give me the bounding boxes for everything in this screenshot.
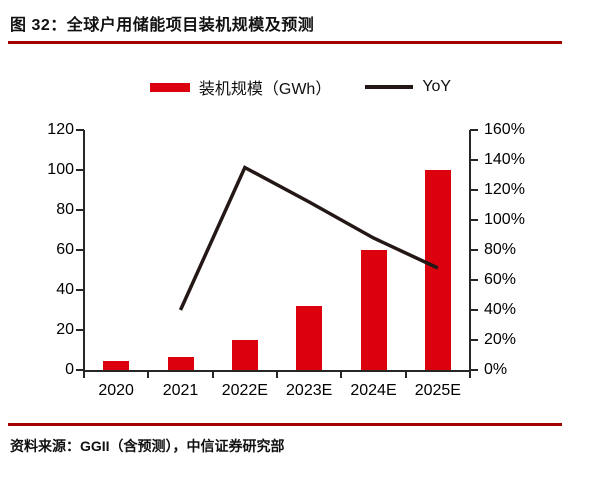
y-axis-right-tick xyxy=(470,129,478,131)
x-axis-label-2025E: 2025E xyxy=(414,382,461,399)
bar-2024E xyxy=(360,250,387,370)
y-axis-right-tick xyxy=(470,369,478,371)
y-axis-left-label: 120 xyxy=(47,121,74,138)
y-axis-left-label: 80 xyxy=(56,201,74,218)
x-axis-tick xyxy=(469,372,471,378)
y-axis-right-label: 20% xyxy=(484,331,517,348)
figure-title: 图 32：全球户用储能项目装机规模及预测 xyxy=(10,17,315,34)
bar-series-swatch-icon xyxy=(149,82,190,92)
y-axis-right-tick xyxy=(470,219,478,221)
y-axis-right-label: 160% xyxy=(484,121,525,138)
bar-2020 xyxy=(103,361,130,370)
y-axis-right-tick xyxy=(470,159,478,161)
y-axis-left-tick xyxy=(76,209,84,211)
x-axis-tick xyxy=(211,372,214,378)
y-axis-right-label: 40% xyxy=(484,301,517,318)
yoy-polyline xyxy=(178,165,439,311)
y-axis-right-label: 140% xyxy=(484,151,525,168)
y-axis-right-tick xyxy=(470,249,478,251)
line-series-swatch-icon xyxy=(365,85,414,89)
title-underline-rule xyxy=(8,41,562,44)
y-axis-left-label: 100 xyxy=(47,161,74,178)
source-note: 资料来源：GGII（含预测），中信证券研究部 xyxy=(10,438,285,454)
x-axis-line xyxy=(83,370,471,372)
bar-2023E xyxy=(296,306,323,370)
source-divider-rule xyxy=(8,423,562,426)
y-axis-right-tick xyxy=(470,189,478,191)
legend-item-yoy: YoY xyxy=(365,78,451,96)
y-axis-right-tick xyxy=(470,339,478,341)
chart-legend: 装机规模（GWh） YoY xyxy=(0,76,601,98)
y-axis-right-tick xyxy=(470,309,478,311)
x-axis-tick xyxy=(340,372,343,378)
x-axis-tick xyxy=(276,372,278,378)
legend-label-yoy: YoY xyxy=(422,78,452,95)
y-axis-right-label: 100% xyxy=(484,211,525,228)
legend-label-installed-capacity: 装机规模（GWh） xyxy=(198,81,332,98)
x-axis-label-2020: 2020 xyxy=(98,382,134,399)
y-axis-right-label: 60% xyxy=(484,271,517,288)
y-axis-left-label: 20 xyxy=(56,321,74,338)
y-axis-left-tick xyxy=(76,329,84,331)
bar-2021 xyxy=(167,357,194,370)
x-axis-label-2021: 2021 xyxy=(162,382,199,399)
bar-2022E xyxy=(231,340,258,370)
x-axis-label-2023E: 2023E xyxy=(286,382,333,399)
legend-item-installed-capacity: 装机规模（GWh） xyxy=(149,75,332,99)
y-axis-left-label: 0 xyxy=(65,361,74,378)
y-axis-right-label: 80% xyxy=(484,241,517,258)
x-axis-label-2022E: 2022E xyxy=(221,382,268,399)
y-axis-left-tick xyxy=(76,369,84,371)
y-axis-left-tick xyxy=(76,169,84,171)
y-axis-right-label: 0% xyxy=(484,361,508,378)
y-axis-left-tick xyxy=(76,249,84,251)
bar-2025E xyxy=(424,170,451,370)
x-axis-label-2024E: 2024E xyxy=(350,382,397,399)
y-axis-left-tick xyxy=(76,129,84,131)
x-axis-tick xyxy=(147,372,150,378)
y-axis-left-label: 60 xyxy=(56,241,74,258)
y-axis-left-line xyxy=(83,130,85,372)
x-axis-tick xyxy=(404,372,407,378)
y-axis-right-line xyxy=(469,130,471,372)
x-axis-tick xyxy=(83,372,85,378)
y-axis-left-tick xyxy=(76,289,84,291)
y-axis-right-tick xyxy=(470,279,478,281)
y-axis-left-label: 40 xyxy=(56,281,74,298)
y-axis-right-label: 120% xyxy=(484,181,525,198)
